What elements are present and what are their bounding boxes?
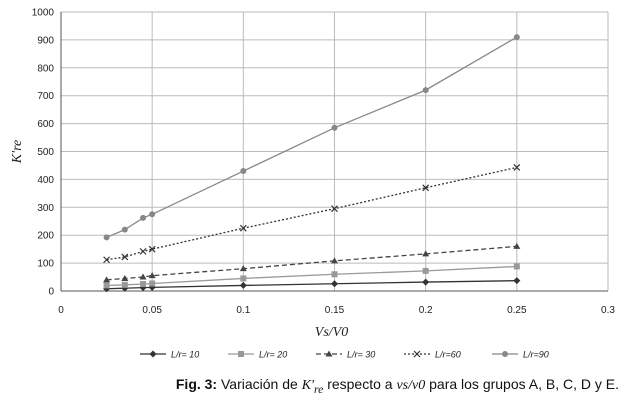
data-point-series-5 bbox=[140, 214, 147, 221]
series-line-3 bbox=[106, 245, 517, 281]
caption-text-after: para los grupos A, B, C, D y E. bbox=[425, 376, 619, 392]
legend-marker-4 bbox=[413, 350, 421, 358]
data-point-series-4 bbox=[513, 163, 521, 171]
data-point-series-5 bbox=[513, 34, 520, 41]
data-point-series-5 bbox=[331, 124, 338, 131]
x-tick-label: 0.25 bbox=[507, 305, 527, 316]
data-point-series-2 bbox=[140, 281, 147, 288]
legend-marker-2 bbox=[238, 351, 244, 357]
y-tick-label: 400 bbox=[37, 175, 54, 186]
series-line-5 bbox=[106, 36, 518, 239]
x-tick-label: 0.1 bbox=[236, 305, 250, 316]
legend-marker-3 bbox=[325, 350, 333, 357]
y-tick-label: 0 bbox=[48, 287, 54, 298]
y-tick-label: 1000 bbox=[32, 8, 55, 19]
caption-text-middle: respecto a bbox=[323, 376, 397, 392]
data-point-series-5 bbox=[121, 226, 128, 233]
x-tick-label: 0.3 bbox=[601, 305, 615, 316]
data-point-series-3 bbox=[239, 265, 247, 272]
y-tick-label: 900 bbox=[37, 35, 54, 46]
data-point-series-2 bbox=[422, 267, 429, 274]
data-point-series-2 bbox=[103, 282, 110, 289]
y-tick-label: 800 bbox=[37, 63, 54, 74]
data-point-series-3 bbox=[513, 242, 521, 249]
data-point-series-1 bbox=[422, 278, 430, 286]
series-line-1 bbox=[106, 280, 517, 290]
y-tick-label: 300 bbox=[37, 203, 54, 214]
data-point-series-3 bbox=[103, 276, 111, 283]
x-tick-label: 0.2 bbox=[419, 305, 433, 316]
data-point-series-2 bbox=[513, 263, 520, 270]
y-tick-label: 500 bbox=[37, 147, 54, 158]
data-point-series-5 bbox=[149, 211, 156, 218]
data-point-series-4 bbox=[121, 253, 129, 261]
data-point-series-3 bbox=[121, 274, 129, 281]
data-point-series-1 bbox=[513, 277, 521, 285]
x-axis-label: Vs/V0 bbox=[315, 325, 348, 340]
x-tick-label: 0 bbox=[58, 305, 64, 316]
data-point-series-2 bbox=[149, 280, 156, 287]
legend-label-1: L/r= 10 bbox=[171, 350, 199, 360]
y-tick-label: 200 bbox=[37, 231, 54, 242]
legend-marker-5 bbox=[502, 351, 508, 357]
figure-caption: Fig. 3: Variación de K're respecto a νs/… bbox=[0, 376, 629, 396]
caption-symbol-subscript: re bbox=[314, 382, 324, 396]
legend-marker-1 bbox=[149, 350, 157, 358]
data-point-series-3 bbox=[422, 250, 430, 257]
caption-text-before: Variación de bbox=[217, 376, 302, 392]
data-point-series-4 bbox=[103, 256, 111, 264]
y-tick-label: 600 bbox=[37, 119, 54, 130]
y-tick-label: 100 bbox=[37, 259, 54, 270]
legend-label-3: L/r= 30 bbox=[347, 350, 375, 360]
series-line-2 bbox=[106, 265, 517, 287]
data-point-series-4 bbox=[239, 224, 247, 232]
data-point-series-1 bbox=[239, 281, 247, 289]
caption-symbol: K' bbox=[301, 378, 315, 393]
legend-label-4: L/r=60 bbox=[435, 350, 461, 360]
data-point-series-2 bbox=[121, 281, 128, 288]
legend-label-2: L/r= 20 bbox=[259, 350, 287, 360]
data-point-series-4 bbox=[331, 205, 338, 213]
data-point-series-3 bbox=[139, 273, 147, 280]
data-point-series-4 bbox=[139, 247, 147, 255]
data-point-series-2 bbox=[331, 271, 338, 278]
legend-label-5: L/r=90 bbox=[523, 350, 549, 360]
data-point-series-4 bbox=[422, 184, 430, 192]
series-line-4 bbox=[106, 166, 517, 261]
caption-ratio: νs/ν0 bbox=[396, 378, 426, 393]
caption-fig-label: Fig. 3: bbox=[175, 376, 218, 392]
data-point-series-5 bbox=[240, 168, 247, 175]
data-point-series-3 bbox=[331, 257, 338, 264]
y-axis-label: K're bbox=[10, 140, 25, 164]
data-point-series-2 bbox=[240, 275, 247, 282]
y-tick-label: 700 bbox=[37, 91, 54, 102]
x-tick-label: 0.15 bbox=[325, 305, 345, 316]
data-point-series-5 bbox=[103, 234, 110, 241]
data-point-series-5 bbox=[422, 87, 429, 94]
data-point-series-3 bbox=[148, 272, 156, 279]
data-point-series-4 bbox=[148, 245, 156, 253]
data-point-series-1 bbox=[331, 280, 338, 288]
x-tick-label: 0.05 bbox=[142, 305, 162, 316]
